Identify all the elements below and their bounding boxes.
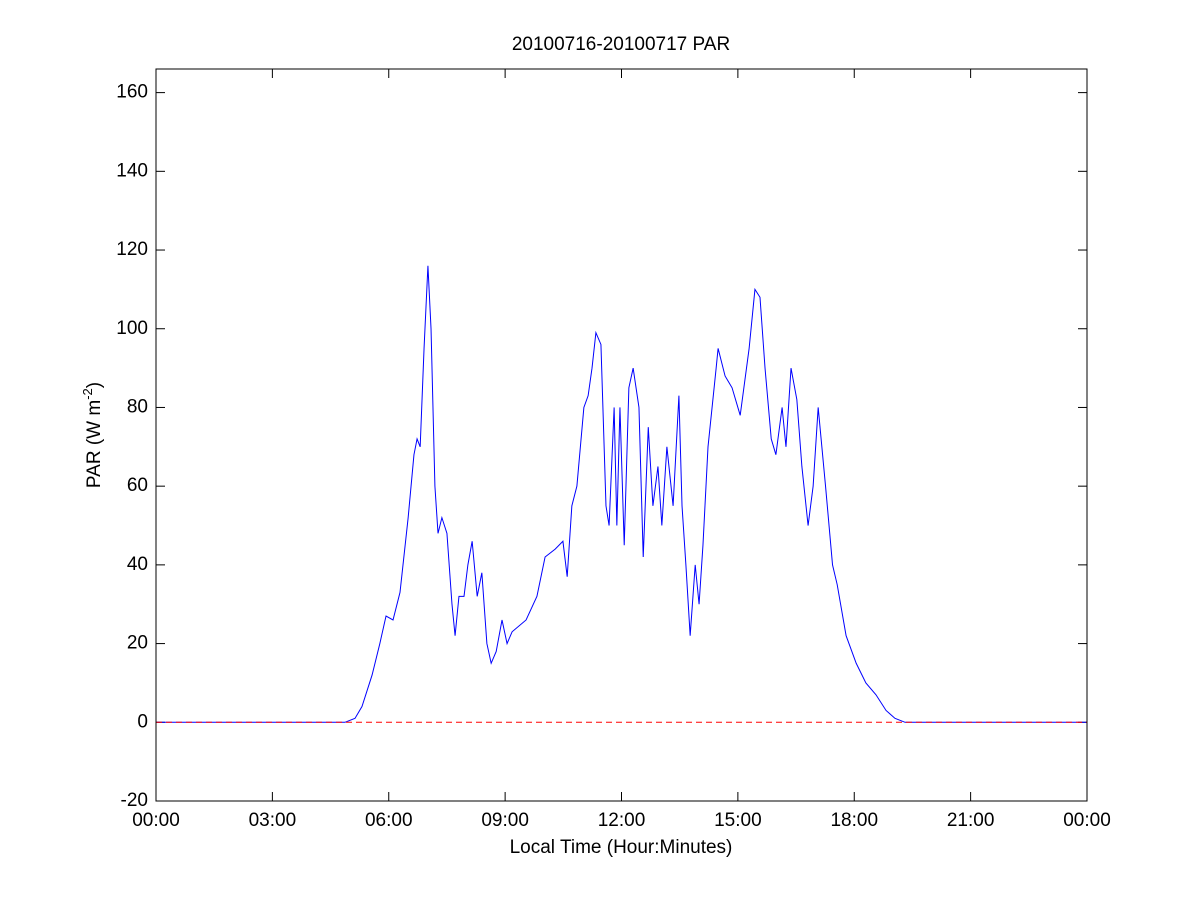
y-tick-label: 80 xyxy=(127,396,148,417)
y-axis-label-text: PAR (W m xyxy=(84,400,105,488)
data-line xyxy=(156,265,1087,723)
y-tick-label: -20 xyxy=(121,790,148,811)
x-axis-label: Local Time (Hour:Minutes) xyxy=(510,837,733,858)
y-tick-label: 160 xyxy=(116,82,148,103)
x-tick-label: 09:00 xyxy=(481,810,529,831)
y-tick-label: 100 xyxy=(116,318,148,339)
y-axis-label-end: ) xyxy=(84,382,105,388)
x-tick-label: 06:00 xyxy=(365,810,413,831)
x-tick-label: 03:00 xyxy=(249,810,297,831)
x-tick-label: 15:00 xyxy=(714,810,762,831)
y-tick-label: 0 xyxy=(137,711,148,732)
plot-frame xyxy=(155,68,1088,802)
y-tick-label: 20 xyxy=(127,633,148,654)
x-tick-label: 00:00 xyxy=(132,810,180,831)
x-tick-label: 18:00 xyxy=(830,810,878,831)
y-axis-label: PAR (W m-2) xyxy=(80,382,105,488)
x-tick-label: 12:00 xyxy=(598,810,646,831)
y-tick-label: 120 xyxy=(116,239,148,260)
y-tick-label: 140 xyxy=(116,160,148,181)
y-axis-label-sup: -2 xyxy=(80,388,95,400)
chart-title: 20100716-20100717 PAR xyxy=(512,34,730,55)
y-tick-label: 60 xyxy=(127,475,148,496)
y-tick-label: 40 xyxy=(127,554,148,575)
x-tick-label: 21:00 xyxy=(947,810,995,831)
x-tick-label: 00:00 xyxy=(1063,810,1111,831)
